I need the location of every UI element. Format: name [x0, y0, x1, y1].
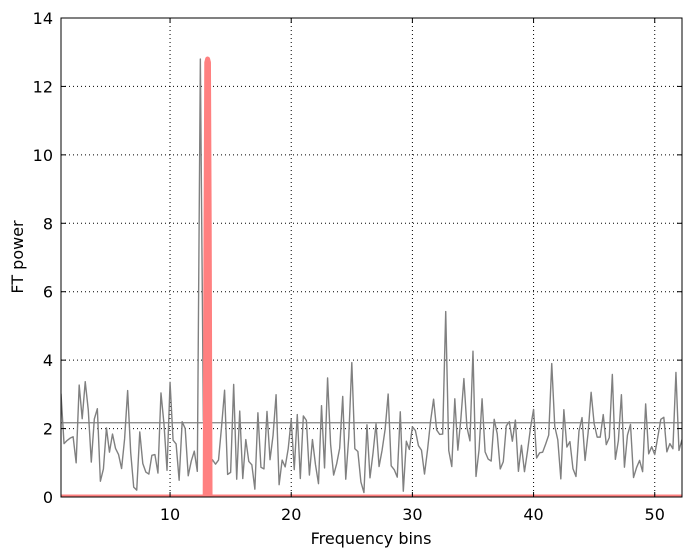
y-tick-label: 2	[43, 420, 53, 439]
y-axis-label: FT power	[8, 220, 27, 294]
y-tick-label: 8	[43, 214, 53, 233]
series-signal-line	[61, 56, 682, 497]
y-tick-label: 0	[43, 488, 53, 507]
x-tick-label: 10	[160, 505, 180, 524]
plot-area	[61, 56, 682, 497]
x-tick-labels: 10 20 30 40 50	[160, 505, 665, 524]
y-tick-label: 4	[43, 351, 53, 370]
x-tick-label: 50	[645, 505, 665, 524]
axes-frame	[60, 17, 683, 498]
series-noise-line	[61, 58, 682, 494]
tick-marks	[61, 17, 682, 498]
x-tick-label: 30	[402, 505, 422, 524]
x-axis-label: Frequency bins	[311, 529, 432, 548]
y-tick-label: 6	[43, 283, 53, 302]
y-tick-labels: 0 2 4 6 8 10 12 14	[33, 9, 53, 507]
y-tick-label: 14	[33, 9, 53, 28]
y-tick-label: 12	[33, 77, 53, 96]
y-tick-label: 10	[33, 146, 53, 165]
x-tick-label: 20	[281, 505, 301, 524]
x-tick-label: 40	[523, 505, 543, 524]
